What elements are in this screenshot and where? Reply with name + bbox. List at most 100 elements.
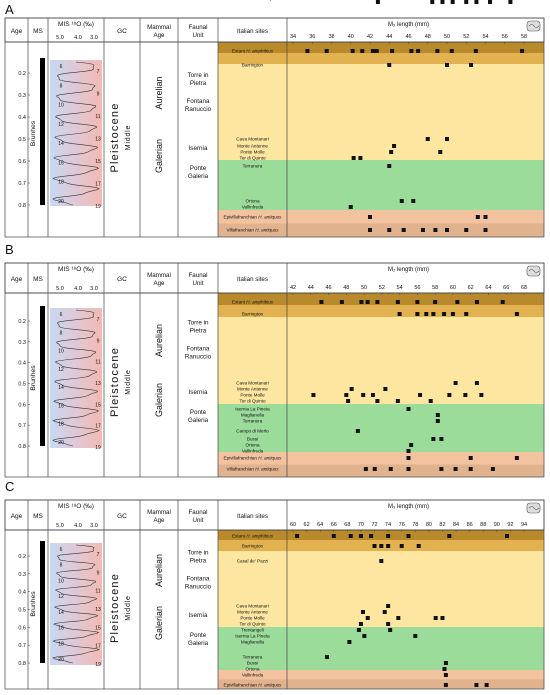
band-extant [218, 42, 544, 53]
data-point [358, 534, 363, 538]
data-point [350, 49, 355, 53]
mis-stage-odd: 9 [97, 92, 100, 98]
data-point [372, 544, 377, 548]
data-point [474, 300, 479, 304]
band-barrington [218, 305, 544, 317]
data-point [358, 156, 363, 160]
data-point [406, 449, 411, 453]
mis-stage-even: 12 [58, 594, 64, 600]
site-label: Barrington [242, 63, 264, 68]
header-gc: GC [117, 28, 127, 35]
mis-stage-even: 8 [60, 330, 63, 336]
faunal-unit-label: Fontana [186, 346, 210, 353]
gc-pleistocene: Pleistocene [109, 102, 121, 172]
data-point [514, 456, 519, 460]
age-tick-label: 0.6 [18, 159, 26, 165]
tooth-icon-ridge [528, 269, 540, 273]
x-tick-label: 66 [331, 522, 337, 528]
x-tick-label: 68 [521, 285, 527, 291]
data-point [401, 228, 406, 232]
site-label: Isernia La Pineta [235, 634, 270, 639]
band-extant [218, 293, 544, 305]
site-label: Terranera [243, 164, 263, 169]
x-tick-label: 44 [386, 34, 392, 40]
data-point [406, 534, 411, 538]
data-point [368, 215, 372, 219]
x-tick-label: 86 [467, 522, 473, 528]
faunal-unit-label: Ponte [190, 632, 207, 639]
data-point [469, 63, 474, 67]
data-point [483, 228, 488, 232]
data-point [361, 393, 366, 397]
mis-stage-odd: 17 [95, 644, 101, 650]
site-label: Casal de' Pazzi [237, 559, 269, 564]
mis-stage-even: 14 [58, 610, 64, 616]
data-point [450, 0, 455, 4]
header-age: Age [11, 28, 23, 35]
data-point [474, 381, 479, 385]
faunal-unit-label: Pietra [190, 558, 207, 565]
data-point [390, 49, 395, 53]
data-point [365, 300, 370, 304]
brunhes-label: Brunhes [30, 591, 37, 617]
data-point [488, 0, 493, 4]
mis-stage-even: 8 [60, 563, 63, 569]
site-label: Monte Antenne [237, 387, 268, 392]
x-tick-label: 50 [444, 34, 450, 40]
data-point [418, 393, 423, 397]
mammal-age-aurelian: Aurelian [154, 554, 164, 587]
data-point [431, 312, 436, 316]
band-aurelian [218, 317, 544, 404]
mis-stage-even: 20 [58, 199, 64, 205]
data-point [468, 467, 473, 471]
faunal-unit-label: Fontana [186, 98, 210, 105]
x-tick-label: 66 [503, 285, 509, 291]
x-tick-label: 92 [507, 522, 513, 528]
tooth-icon-outline [526, 20, 541, 32]
site-label: Ortona [245, 443, 259, 448]
chart-title: M₂ length (mm) [388, 267, 429, 273]
data-point [375, 399, 380, 403]
data-point [449, 49, 454, 53]
age-tick-label: 0.2 [18, 71, 26, 77]
site-label: Vallinfreda [242, 449, 264, 454]
site-label: Epivillafranchian H. antiquus [224, 215, 283, 220]
data-point [464, 0, 469, 4]
data-point [382, 610, 387, 614]
data-point [331, 534, 336, 538]
header-age: Age [11, 513, 23, 520]
data-point [406, 407, 411, 411]
mis-stage-even: 14 [58, 385, 64, 391]
brunhes-bar [40, 306, 45, 446]
age-tick-label: 0.8 [18, 661, 26, 667]
data-point [435, 413, 440, 417]
site-label: Villafranchian H. antiquus [226, 228, 279, 233]
data-point [362, 634, 367, 638]
mis-stage-even: 10 [58, 349, 64, 355]
mis-stage-even: 12 [58, 367, 64, 373]
site-label: Epivillafranchian H. antiquus [224, 683, 283, 688]
mis-stage-odd: 11 [95, 589, 100, 595]
site-label: Maglianella [241, 413, 265, 418]
mis-scale-label: 5.0 [56, 523, 64, 529]
age-tick-label: 0.4 [18, 590, 26, 596]
data-point [468, 456, 473, 460]
mis-stage-odd: 9 [97, 570, 100, 576]
data-point [474, 683, 479, 687]
band-aurelian [218, 64, 544, 160]
data-point [447, 393, 452, 397]
data-point [440, 616, 445, 620]
data-point [438, 150, 443, 154]
data-point [475, 215, 480, 219]
data-point [424, 312, 429, 316]
age-tick-label: 0.8 [18, 444, 26, 450]
header-faunal-unit: Unit [192, 32, 203, 39]
gc-middle: Middle [125, 125, 132, 150]
data-point [409, 49, 414, 53]
site-label: Monte Antenne [237, 144, 268, 149]
site-label: Trentangeli [241, 628, 264, 633]
data-point [347, 640, 352, 644]
site-label: Villafranchian H. antiquus [226, 467, 279, 472]
site-label: Cava Montanari [236, 137, 268, 142]
tooth-icon-outline [526, 502, 541, 514]
